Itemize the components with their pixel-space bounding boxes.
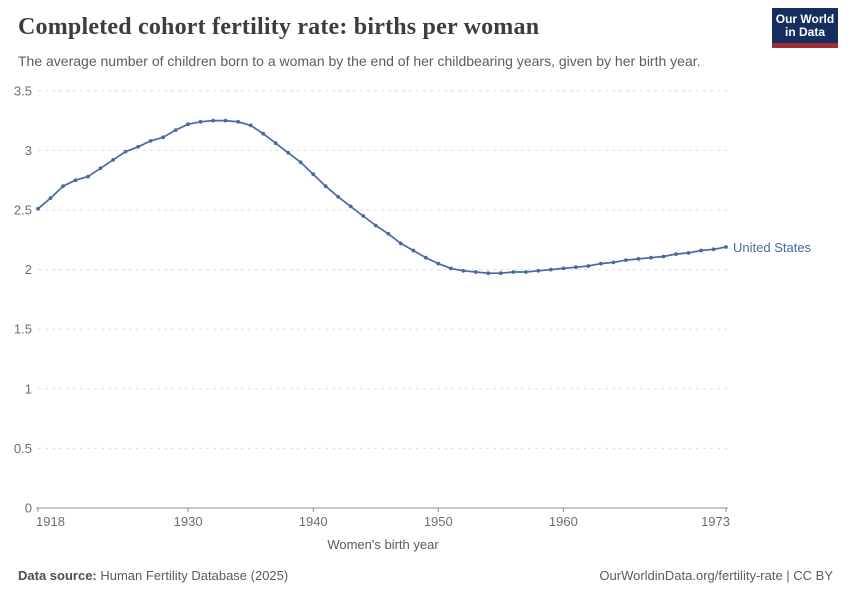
y-tick-label: 2 [25,262,32,277]
data-point[interactable] [36,206,40,211]
data-point[interactable] [386,231,391,236]
data-point[interactable] [461,268,466,273]
x-tick-label: 1973 [701,514,730,529]
y-tick-label: 3.5 [14,83,32,98]
data-point[interactable] [549,267,553,272]
data-point[interactable] [411,248,416,253]
data-point[interactable] [273,141,278,146]
y-tick-label: 0 [25,501,32,516]
data-point[interactable] [498,271,503,276]
data-point[interactable] [223,118,228,123]
data-point[interactable] [248,123,253,128]
data-point[interactable] [73,178,78,183]
chart-subtitle: The average number of children born to a… [18,53,701,69]
data-point[interactable] [173,128,178,132]
data-point[interactable] [136,144,141,149]
page-title: Completed cohort fertility rate: births … [18,14,540,40]
data-point[interactable] [586,264,591,268]
data-point[interactable] [724,245,728,249]
data-point[interactable] [536,268,541,273]
data-point[interactable] [699,248,703,253]
y-tick-label: 0.5 [14,441,32,456]
data-point[interactable] [574,265,578,270]
data-point[interactable] [336,195,341,199]
fertility-line-chart[interactable]: 0 0.5 1 1.5 2 2.5 3 3.5 1918 1930 1940 1950 1960 1973… [0,80,850,560]
x-tick-label: 1960 [549,514,578,529]
owid-url-license[interactable]: OurWorldinData.org/fertility-rate | CC B… [599,568,833,583]
y-tick-label: 3 [25,143,32,158]
owid-logo-line2: in Data [784,24,825,39]
united-states-line[interactable] [37,119,727,275]
data-point[interactable] [186,122,191,127]
data-point[interactable] [524,270,528,274]
data-point[interactable] [311,172,316,177]
data-point[interactable] [473,270,478,274]
data-point[interactable] [711,247,716,252]
data-point[interactable] [111,158,115,162]
data-point[interactable] [161,135,166,140]
data-point[interactable] [561,266,566,271]
data-point[interactable] [48,196,53,200]
data-point[interactable] [198,119,203,124]
data-point[interactable] [599,261,603,266]
chart-footer: Data source: Human Fertility Database (2… [18,568,833,583]
data-point[interactable] [211,118,216,123]
data-point[interactable] [373,223,378,228]
data-point[interactable] [423,255,428,260]
data-point[interactable] [98,166,103,171]
data-point[interactable] [298,160,303,165]
data-point[interactable] [486,271,491,276]
data-source-value: Human Fertility Database (2025) [96,568,289,583]
data-point[interactable] [323,184,328,189]
y-tick-label: 1 [25,381,32,396]
data-point[interactable] [123,149,128,154]
series-label-united-states[interactable]: United States [733,240,812,255]
data-source-note: Data source: Human Fertility Database (2… [18,568,288,583]
data-point[interactable] [674,252,678,256]
data-point[interactable] [236,119,241,124]
data-point[interactable] [649,255,653,260]
data-point[interactable] [624,258,628,262]
data-point[interactable] [398,241,403,246]
data-point[interactable] [448,266,453,271]
y-tick-label: 2.5 [14,203,32,218]
data-point[interactable] [436,261,441,266]
owid-logo-line1: Our World [775,11,835,26]
data-point[interactable] [86,174,90,179]
owid-logo[interactable]: Our World in Data [772,8,838,48]
data-point[interactable] [361,214,366,218]
data-point[interactable] [511,270,516,274]
data-point[interactable] [261,131,266,136]
data-point[interactable] [686,251,691,255]
data-point[interactable] [61,184,65,189]
data-point[interactable] [611,260,616,265]
x-tick-label: 1930 [174,514,203,529]
x-tick-label: 1918 [36,514,65,529]
y-tick-label: 1.5 [14,322,32,337]
data-source-label: Data source: [18,568,97,583]
x-tick-label: 1940 [299,514,328,529]
x-tick-label: 1950 [424,514,453,529]
data-point[interactable] [348,204,353,209]
data-point[interactable] [636,257,641,261]
data-point[interactable] [148,139,153,143]
data-point[interactable] [286,150,291,155]
data-point[interactable] [661,254,666,259]
x-axis-title: Women's birth year [327,537,439,552]
